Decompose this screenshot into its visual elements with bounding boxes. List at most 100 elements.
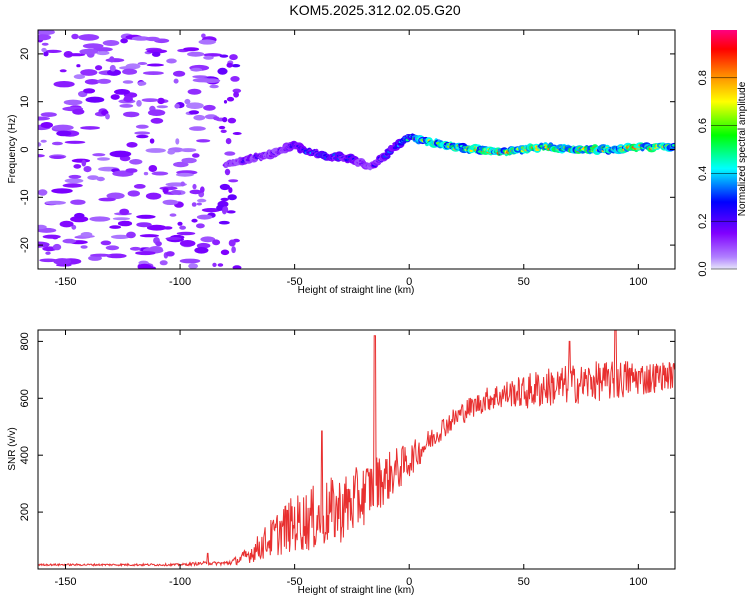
noise-blob — [146, 49, 168, 54]
noise-blob — [225, 138, 232, 145]
y-tick-label: 800 — [19, 332, 31, 350]
snr-x-ticks: -150 -100 -50 0 50 100 — [54, 330, 648, 588]
noise-blob — [173, 78, 179, 84]
noise-blob — [200, 236, 216, 243]
noise-blob — [112, 217, 130, 221]
noise-blob — [136, 222, 152, 228]
noise-blob — [146, 224, 167, 231]
noise-blob — [129, 159, 143, 165]
noise-blob — [119, 104, 134, 108]
x-tick-label: 0 — [406, 276, 412, 288]
noise-blob — [107, 69, 121, 76]
noise-blob — [165, 251, 175, 257]
noise-blob — [82, 43, 104, 49]
noise-blob — [187, 88, 202, 95]
noise-blob — [84, 79, 100, 85]
noise-blob — [231, 63, 241, 68]
noise-blob — [213, 116, 220, 121]
noise-blob — [51, 141, 63, 146]
noise-blob — [38, 142, 42, 147]
noise-blob — [81, 159, 87, 167]
noise-blob — [201, 33, 206, 39]
noise-blob — [126, 142, 138, 148]
y-tick-label: 10 — [19, 96, 31, 108]
noise-blob — [122, 68, 138, 75]
noise-blob — [71, 33, 79, 40]
noise-blob — [40, 112, 57, 117]
noise-blob — [59, 220, 74, 228]
colorbar-tick-label: 0.6 — [697, 118, 709, 133]
y-tick-label: 600 — [19, 389, 31, 407]
noise-blob — [106, 192, 125, 200]
noise-blob — [83, 88, 96, 94]
noise-blob — [191, 218, 198, 223]
spectral-ridge — [671, 144, 675, 147]
spectrogram-ylabel: Frequency (Hz) — [7, 115, 18, 184]
noise-blob — [232, 265, 242, 269]
noise-blob — [109, 64, 116, 72]
noise-blob — [224, 151, 236, 156]
snr-ylabel: SNR (v/v) — [7, 427, 18, 470]
y-tick-label: 400 — [19, 446, 31, 464]
noise-blob — [64, 178, 84, 184]
noise-blob — [188, 110, 200, 115]
noise-blob — [92, 153, 106, 157]
noise-blob — [62, 183, 83, 188]
y-tick-label: -20 — [19, 237, 31, 253]
noise-blob — [228, 239, 236, 247]
noise-blob — [109, 225, 122, 229]
noise-blob — [126, 231, 136, 239]
noise-blob — [196, 139, 211, 143]
noise-blob — [88, 255, 102, 261]
noise-blob — [143, 171, 149, 176]
noise-blob — [179, 258, 201, 264]
noise-blob — [106, 253, 127, 259]
noise-blob — [80, 69, 98, 76]
noise-blob — [196, 202, 202, 206]
noise-blob — [80, 245, 88, 249]
noise-blob — [117, 220, 133, 227]
noise-blob — [229, 54, 238, 61]
noise-blob — [135, 124, 149, 129]
noise-blob — [176, 231, 196, 236]
noise-blob — [192, 78, 214, 83]
noise-blob — [173, 161, 189, 168]
snr-marks — [38, 330, 675, 568]
noise-blob — [193, 114, 206, 121]
noise-blob — [125, 168, 138, 174]
noise-blob — [105, 113, 110, 120]
noise-blob — [227, 194, 237, 201]
colorbar-tick-label: 0.2 — [697, 214, 709, 229]
noise-blob — [189, 189, 202, 195]
y-tick-label: 0 — [19, 146, 31, 152]
noise-blob — [78, 34, 100, 41]
noise-blob — [157, 97, 165, 105]
x-tick-label: 50 — [518, 576, 530, 588]
noise-blob — [223, 100, 228, 104]
noise-blob — [41, 47, 47, 53]
noise-blob — [89, 216, 111, 222]
noise-blob — [219, 54, 229, 58]
noise-blob — [70, 199, 86, 205]
noise-blob — [174, 103, 180, 109]
noise-blob — [179, 225, 187, 230]
noise-blob — [41, 42, 49, 46]
x-tick-label: -100 — [169, 276, 191, 288]
noise-blob — [71, 224, 77, 230]
noise-blob — [180, 181, 185, 187]
noise-blob — [192, 75, 208, 79]
noise-blob — [38, 241, 50, 248]
noise-blob — [198, 39, 216, 45]
noise-blob — [232, 88, 242, 94]
snr-xlabel: Height of straight line (km) — [298, 585, 415, 596]
noise-blob — [209, 84, 219, 89]
noise-blob — [142, 71, 164, 75]
spectrogram-x-ticks: -150 -100 -50 0 50 100 — [54, 30, 648, 288]
noise-blob — [136, 214, 156, 219]
noise-blob — [67, 53, 86, 57]
noise-blob — [97, 157, 110, 161]
noise-blob — [220, 129, 227, 133]
x-tick-label: -150 — [54, 276, 76, 288]
figure-title: KOM5.2025.312.02.05.G20 — [289, 2, 460, 18]
